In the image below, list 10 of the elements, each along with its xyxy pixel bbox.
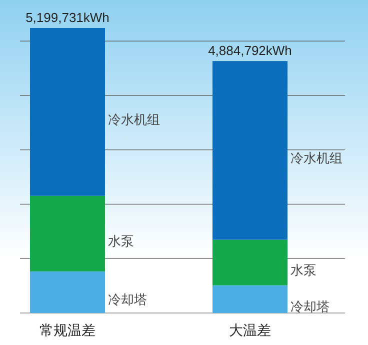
text: 水泵 (290, 264, 316, 279)
x-tick-label: 常规温差 (40, 323, 96, 339)
series-label: 冷水机组 (108, 112, 160, 128)
series-label: 水泵 (108, 234, 134, 250)
annotation: 4,884,792kWh (208, 43, 292, 58)
series-label: 冷却塔 (108, 293, 147, 308)
text: 冷却塔 (290, 300, 330, 316)
text: 冷水机组 (290, 151, 342, 166)
x-tick-label: 大温差 (229, 323, 271, 339)
annotation: 5,199,731kWh (26, 10, 110, 25)
